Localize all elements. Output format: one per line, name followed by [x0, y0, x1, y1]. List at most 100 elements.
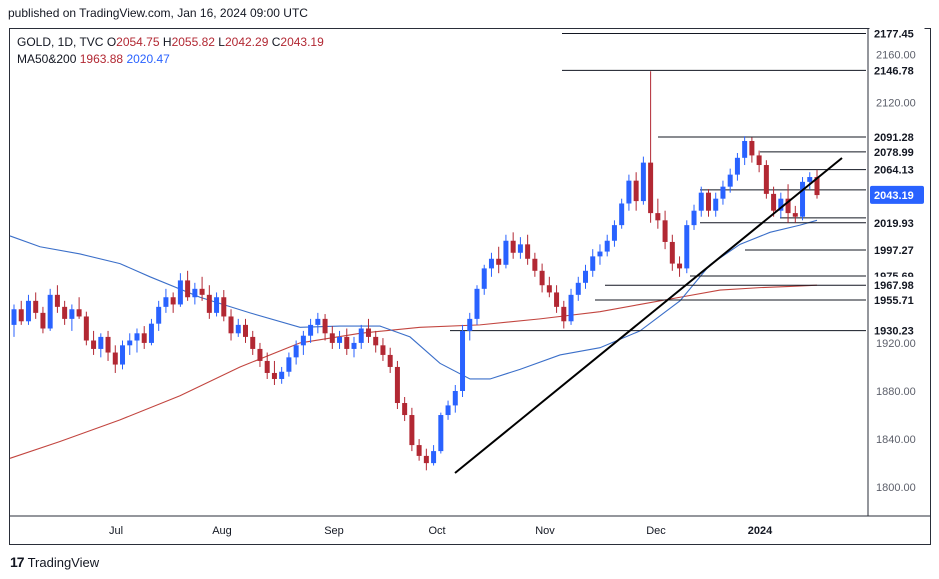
candle-body: [394, 366, 400, 404]
candle-body: [163, 297, 169, 307]
candle-body: [170, 297, 176, 305]
level-label: 1967.98: [874, 280, 914, 292]
level-label-bg: [869, 214, 925, 232]
candle-body: [416, 445, 422, 456]
candle-body: [604, 240, 610, 252]
candle-body: [792, 213, 798, 217]
candle-body: [199, 288, 205, 295]
candle-body: [148, 323, 154, 343]
candle-body: [445, 405, 451, 416]
candle-body: [11, 309, 17, 325]
candle-body: [402, 403, 408, 416]
candle-body: [206, 294, 212, 313]
candle-body: [438, 415, 444, 452]
candle-body: [763, 165, 769, 194]
x-tick-label: 2024: [748, 525, 773, 537]
candle-body: [771, 193, 777, 211]
candle-body: [257, 348, 263, 361]
legend-high: 2055.82: [171, 35, 215, 49]
candle-body: [727, 174, 733, 187]
legend-open-label: O: [106, 35, 117, 49]
y-tick-label: 1800.00: [876, 482, 916, 494]
candle-body: [713, 198, 719, 211]
candle-body: [25, 300, 31, 322]
candle-body: [481, 268, 487, 289]
y-tick-label: 1880.00: [876, 386, 916, 398]
candle-body: [365, 328, 371, 337]
candle-body: [250, 336, 256, 349]
candle-body: [517, 244, 523, 253]
candle-body: [800, 181, 806, 217]
level-label-bg: [869, 322, 925, 340]
candle-body: [778, 198, 784, 211]
level-label: 2146.78: [874, 65, 914, 77]
candle-body: [221, 297, 227, 317]
tradingview-footer[interactable]: 17 TradingView: [10, 554, 99, 570]
candle-body: [18, 309, 24, 322]
legend-low-label: L: [218, 35, 225, 49]
legend-low: 2042.29: [224, 35, 269, 49]
level-label-bg: [869, 291, 925, 309]
candle-body: [568, 294, 574, 322]
ohlc-legend: GOLD, 1D, TVC O2054.75 H2055.82 L2042.29…: [17, 35, 324, 49]
candle-body: [684, 225, 690, 269]
candle-body: [112, 352, 118, 365]
tradingview-logo-icon: 17: [10, 554, 25, 570]
candle-body: [539, 270, 545, 286]
candle-body: [358, 328, 364, 343]
legend-open: 2054.75: [116, 35, 160, 49]
candle-body: [785, 198, 791, 214]
y-tick-label: 2160.00: [876, 49, 916, 61]
candle-body: [40, 312, 46, 329]
candle-body: [626, 180, 632, 204]
level-label-bg: [869, 241, 925, 259]
x-tick-label: Nov: [535, 525, 555, 537]
candle-body: [83, 316, 89, 341]
candle-body: [662, 220, 668, 242]
level-label-bg: [869, 161, 925, 179]
legend-high-label: H: [162, 35, 172, 49]
x-tick-label: Sep: [324, 525, 344, 537]
ma200-line: [9, 284, 818, 459]
level-label: 1930.23: [874, 326, 914, 338]
candle-body: [344, 336, 350, 349]
candle-body: [756, 155, 762, 166]
candle-body: [62, 306, 68, 319]
candle-body: [691, 210, 697, 226]
candle-body: [597, 251, 603, 257]
chart-frame: [9, 28, 931, 545]
ma-legend: MA50&200 1963.88 2020.47: [17, 52, 170, 66]
candle-body: [329, 333, 335, 343]
level-label-bg: [869, 61, 925, 79]
level-label: 2064.13: [874, 165, 914, 177]
candle-body: [423, 455, 429, 464]
x-tick-label: Dec: [646, 525, 666, 537]
candle-body: [337, 336, 343, 343]
candle-body: [633, 180, 639, 202]
candle-body: [467, 318, 473, 331]
legend-close-label: C: [271, 35, 281, 49]
candle-body: [47, 294, 53, 329]
candle-body: [351, 342, 357, 349]
candle-body: [669, 241, 675, 264]
candle-body: [315, 318, 321, 325]
candle-body: [575, 282, 581, 295]
candle-body: [279, 371, 285, 379]
candle-body: [648, 162, 654, 214]
candle-body: [561, 306, 567, 322]
level-label: 2091.28: [874, 132, 914, 144]
candle-body: [264, 360, 270, 373]
legend-close: 2043.19: [280, 35, 324, 49]
candle-body: [583, 270, 589, 283]
candle-body: [431, 451, 437, 464]
candle-body: [488, 258, 494, 269]
y-tick-label: 2120.00: [876, 98, 916, 110]
candle-body: [91, 340, 97, 349]
candle-body: [640, 162, 646, 202]
candle-body: [742, 140, 748, 158]
legend-ma50: 1963.88: [79, 52, 124, 66]
candle-body: [54, 294, 60, 307]
candle-body: [322, 318, 328, 334]
level-label: 2019.93: [874, 218, 914, 230]
